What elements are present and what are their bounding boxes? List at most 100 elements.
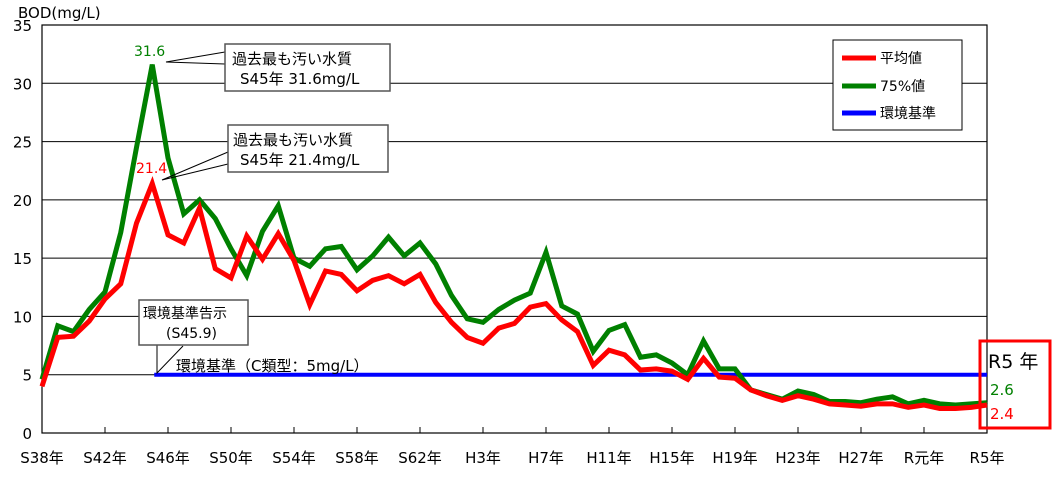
data-point-mean [970, 406, 972, 408]
data-point-75pct [230, 248, 232, 250]
data-point-mean [120, 283, 122, 285]
data-point-mean [718, 376, 720, 378]
data-point-mean [860, 405, 862, 407]
data-point-mean [309, 304, 311, 306]
data-point-75pct [403, 255, 405, 257]
y-tick-label: 0 [22, 425, 32, 443]
data-point-mean [498, 327, 500, 329]
y-tick-label: 10 [13, 308, 32, 326]
data-point-mean [167, 234, 169, 236]
data-point-75pct [529, 292, 531, 294]
data-point-75pct [57, 325, 59, 327]
data-point-75pct [718, 368, 720, 370]
peak-mean-label: 21.4 [136, 161, 167, 177]
callout-peak-mean: 21.4 過去最も汚い水質 S45年 21.4mg/L [136, 124, 389, 181]
data-point-mean [41, 385, 43, 387]
y-tick-label: 30 [13, 75, 32, 93]
data-point-75pct [183, 213, 185, 215]
x-tick-label: S42年 [83, 449, 127, 467]
data-point-75pct [703, 340, 704, 342]
y-tick-label: 20 [13, 192, 32, 210]
data-point-mean [104, 298, 106, 300]
x-tick-label: S62年 [398, 449, 442, 467]
data-point-75pct [970, 403, 972, 405]
y-tick-label: 35 [13, 17, 32, 35]
data-point-mean [419, 273, 421, 275]
peak-75-box-line2: S45年 31.6mg/L [240, 70, 360, 88]
data-point-75pct [388, 236, 389, 238]
data-point-mean [766, 395, 767, 397]
data-point-75pct [151, 64, 153, 66]
data-point-mean [624, 354, 626, 356]
data-point-mean [466, 336, 468, 338]
latest-year-box: R5 年 2.6 2.4 [978, 339, 1052, 430]
x-tick-label: R元年 [904, 449, 944, 467]
x-tick-label: S38年 [20, 449, 64, 467]
data-point-mean [88, 320, 90, 322]
data-point-75pct [73, 331, 74, 333]
legend: 平均値 75%値 環境基準 [832, 39, 963, 131]
data-point-75pct [577, 313, 578, 315]
data-point-75pct [262, 230, 263, 232]
y-tick-label: 25 [13, 134, 32, 152]
legend-label-75: 75%値 [880, 79, 925, 95]
notice-line1: 環境基準告示 [143, 305, 227, 322]
y-tick-label: 5 [22, 367, 32, 385]
data-point-75pct [561, 305, 563, 307]
data-point-75pct [592, 350, 594, 352]
data-point-75pct [892, 396, 893, 398]
data-point-mean [577, 331, 578, 333]
plot-frame [41, 24, 988, 434]
data-point-mean [734, 377, 736, 379]
data-point-75pct [876, 398, 878, 400]
data-point-75pct [214, 218, 216, 220]
latest-value-75: 2.6 [990, 381, 1014, 399]
data-point-mean [356, 290, 358, 292]
data-point-mean [214, 268, 216, 270]
data-point-mean [829, 403, 830, 405]
data-point-75pct [136, 146, 137, 148]
data-point-75pct [545, 251, 547, 253]
standard-label: 環境基準（C類型：5mg/L） [176, 357, 369, 375]
data-point-mean [655, 368, 657, 370]
data-point-mean [230, 277, 232, 279]
peak-mean-box-line1: 過去最も汚い水質 [233, 131, 353, 149]
data-point-mean [199, 207, 200, 209]
data-point-mean [986, 404, 988, 406]
data-point-mean [262, 258, 263, 260]
data-point-mean [939, 408, 941, 410]
data-point-75pct [340, 245, 342, 247]
data-point-75pct [655, 354, 657, 356]
data-point-mean [529, 306, 531, 308]
legend-label-mean: 平均値 [880, 51, 922, 67]
x-tick-label: H3年 [465, 449, 501, 467]
data-point-75pct [325, 248, 326, 250]
data-point-75pct [120, 231, 122, 233]
data-point-75pct [372, 255, 374, 257]
callout-standard-notice: 環境基準告示 (S45.9) [138, 299, 249, 375]
data-point-75pct [167, 157, 169, 159]
legend-item-standard: 環境基準 [842, 105, 936, 122]
data-point-75pct [104, 291, 106, 293]
data-point-75pct [844, 401, 846, 403]
data-point-75pct [671, 362, 673, 364]
x-tick-label: H15年 [649, 449, 694, 467]
y-tick-label: 15 [13, 250, 32, 268]
data-point-mean [435, 301, 437, 303]
data-point-mean [750, 389, 752, 391]
data-point-mean [136, 222, 137, 224]
latest-title: R5 年 [988, 351, 1038, 373]
data-point-75pct [88, 308, 90, 310]
data-point-mean [451, 321, 452, 323]
data-point-mean [277, 233, 279, 235]
data-point-75pct [435, 263, 437, 265]
data-point-mean [388, 275, 389, 277]
data-point-mean [514, 322, 515, 324]
data-point-75pct [356, 269, 358, 271]
data-point-75pct [466, 318, 468, 320]
data-point-mean [687, 378, 689, 380]
data-point-mean [892, 403, 893, 405]
x-tick-label: S58年 [335, 449, 379, 467]
